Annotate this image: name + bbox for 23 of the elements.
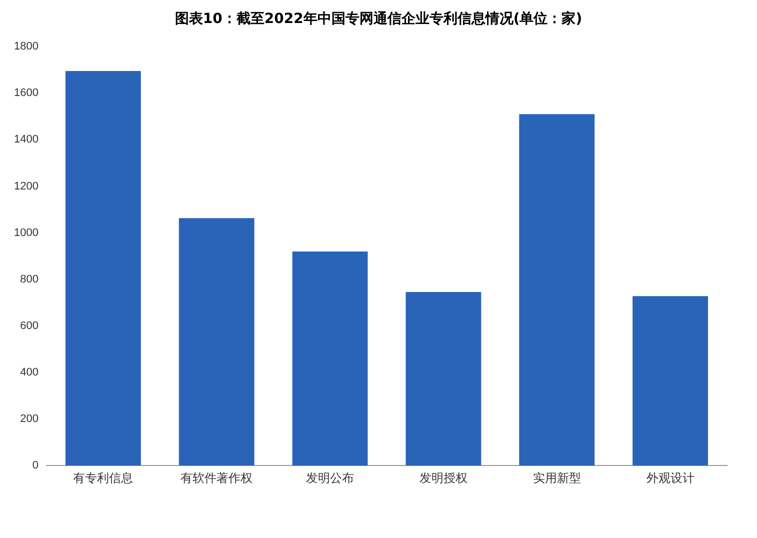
y-tick-label: 1000 bbox=[14, 226, 38, 239]
y-tick-label: 600 bbox=[20, 320, 38, 332]
y-tick-label: 1600 bbox=[14, 87, 38, 100]
y-tick-label: 0 bbox=[32, 460, 38, 472]
bar bbox=[632, 296, 708, 466]
x-tick-label: 有软件著作权 bbox=[180, 471, 253, 486]
y-tick-label: 1400 bbox=[14, 134, 38, 146]
y-tick-label: 1800 bbox=[14, 40, 38, 53]
y-tick-label: 800 bbox=[20, 273, 38, 286]
x-tick-label: 有专利信息 bbox=[73, 471, 134, 486]
x-tick-label: 发明授权 bbox=[419, 471, 468, 486]
y-tick-label: 200 bbox=[20, 413, 38, 426]
bar bbox=[178, 218, 254, 466]
y-tick-label: 400 bbox=[20, 366, 38, 379]
bar bbox=[292, 251, 368, 466]
y-tick-label: 1200 bbox=[14, 180, 38, 192]
x-tick-label: 外观设计 bbox=[646, 471, 694, 486]
x-tick-label: 发明公布 bbox=[306, 471, 354, 486]
bar bbox=[65, 71, 141, 466]
bar bbox=[519, 114, 595, 466]
bar bbox=[406, 292, 482, 466]
x-tick-label: 实用新型 bbox=[532, 471, 581, 486]
chart-title: 图表10：截至2022年中国专网通信企业专利信息情况(单位：家) bbox=[174, 10, 584, 29]
